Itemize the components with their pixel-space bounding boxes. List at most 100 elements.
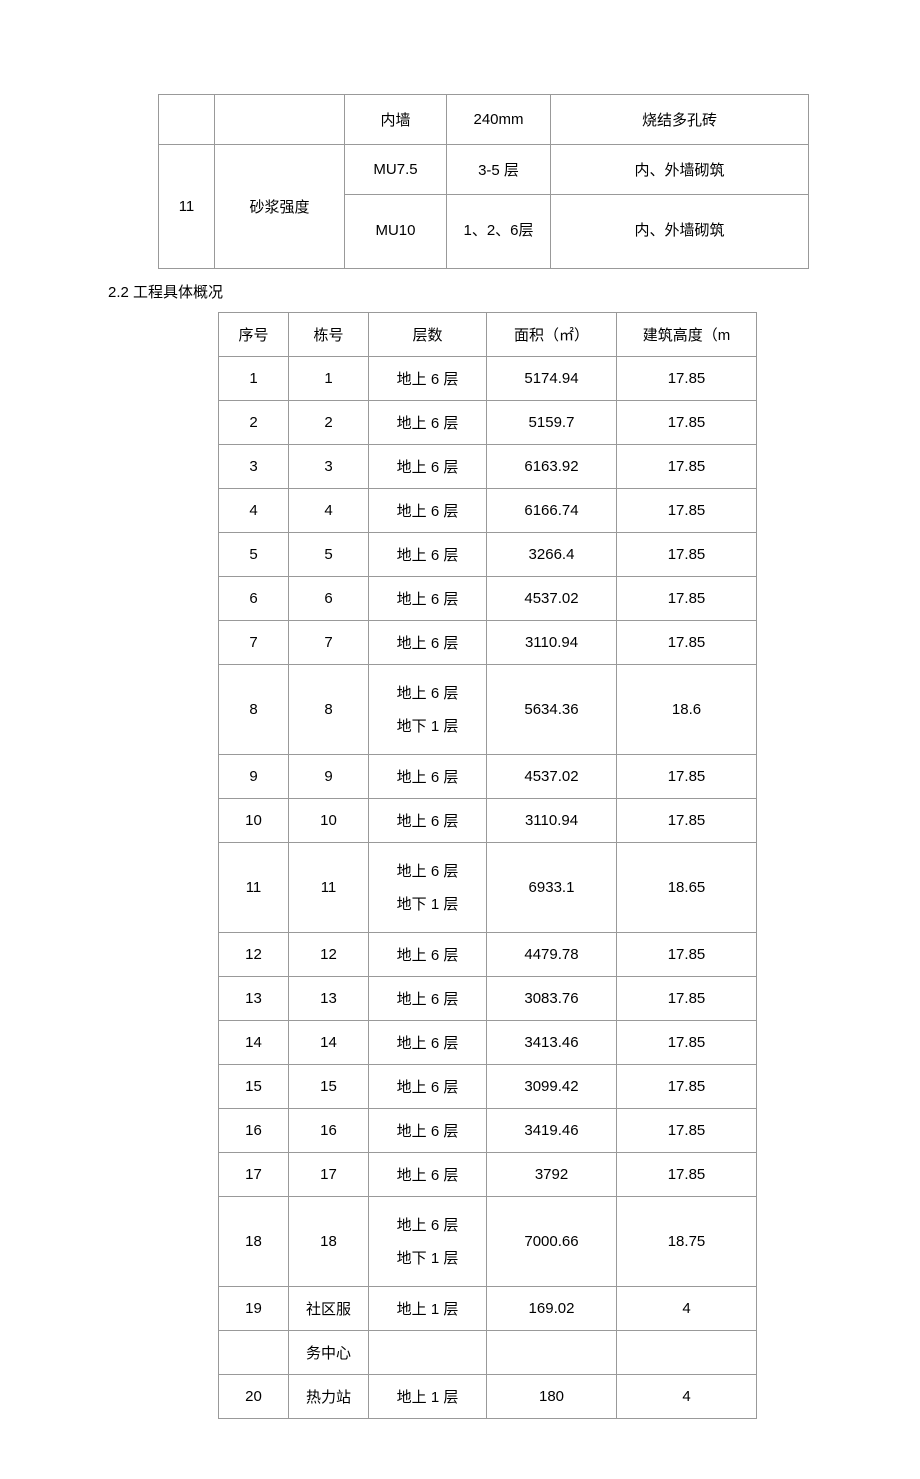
cell-floors: 地上 6 层 <box>369 1109 487 1153</box>
table-row: 1010地上 6 层3110.9417.85 <box>219 799 757 843</box>
cell-floors: 地上 6 层 <box>369 577 487 621</box>
table-row: 11地上 6 层5174.9417.85 <box>219 357 757 401</box>
cell-seq: 11 <box>159 145 215 269</box>
cell-floors: 3-5 层 <box>447 145 551 195</box>
cell-seq: 20 <box>219 1375 289 1419</box>
cell-floors: 地上 1 层 <box>369 1287 487 1331</box>
cell-floors: 地上 6 层 <box>369 1153 487 1197</box>
cell-bldg: 12 <box>289 933 369 977</box>
cell-grade: MU7.5 <box>345 145 447 195</box>
cell-bldg: 2 <box>289 401 369 445</box>
cell-area: 3083.76 <box>487 977 617 1021</box>
cell-floors: 地上 6 层 <box>369 977 487 1021</box>
table-row: 1111地上 6 层地下 1 层6933.118.65 <box>219 843 757 933</box>
cell-seq: 12 <box>219 933 289 977</box>
cell-seq: 7 <box>219 621 289 665</box>
cell-floors: 地上 6 层地下 1 层 <box>369 665 487 755</box>
cell-area: 5174.94 <box>487 357 617 401</box>
cell-floors: 地上 6 层 <box>369 799 487 843</box>
cell-bldg: 7 <box>289 621 369 665</box>
table-row: 1515地上 6 层3099.4217.85 <box>219 1065 757 1109</box>
cell-floors: 地上 6 层 <box>369 445 487 489</box>
cell-seq: 6 <box>219 577 289 621</box>
cell-height <box>617 1331 757 1375</box>
cell-seq: 10 <box>219 799 289 843</box>
col-header-bldg: 栋号 <box>289 313 369 357</box>
cell-seq: 2 <box>219 401 289 445</box>
cell-blank <box>215 95 345 145</box>
cell-height: 17.85 <box>617 1065 757 1109</box>
cell-floors: 地上 6 层 <box>369 621 487 665</box>
table-row: 1616地上 6 层3419.4617.85 <box>219 1109 757 1153</box>
cell-height: 17.85 <box>617 1109 757 1153</box>
cell-height: 17.85 <box>617 577 757 621</box>
cell-seq: 17 <box>219 1153 289 1197</box>
cell-height: 17.85 <box>617 755 757 799</box>
cell-seq: 14 <box>219 1021 289 1065</box>
cell-bldg: 13 <box>289 977 369 1021</box>
cell-height: 17.85 <box>617 1153 757 1197</box>
cell-height: 17.85 <box>617 621 757 665</box>
cell-grade: MU10 <box>345 195 447 269</box>
section-heading: 2.2 工程具体概况 <box>108 281 820 302</box>
cell-floors: 地上 6 层 <box>369 489 487 533</box>
cell-area: 4479.78 <box>487 933 617 977</box>
cell-floors: 地上 6 层 <box>369 755 487 799</box>
cell-height: 18.6 <box>617 665 757 755</box>
table-row: 99地上 6 层4537.0217.85 <box>219 755 757 799</box>
cell-bldg: 10 <box>289 799 369 843</box>
cell-area: 180 <box>487 1375 617 1419</box>
cell-bldg: 5 <box>289 533 369 577</box>
table-row: 1414地上 6 层3413.4617.85 <box>219 1021 757 1065</box>
cell-bldg: 3 <box>289 445 369 489</box>
cell-area: 6166.74 <box>487 489 617 533</box>
cell-height: 17.85 <box>617 401 757 445</box>
cell-height: 17.85 <box>617 489 757 533</box>
cell-seq: 8 <box>219 665 289 755</box>
cell-area: 5159.7 <box>487 401 617 445</box>
cell-seq: 18 <box>219 1197 289 1287</box>
cell-area: 7000.66 <box>487 1197 617 1287</box>
cell-floors: 地上 6 层 <box>369 401 487 445</box>
table-row: 22地上 6 层5159.717.85 <box>219 401 757 445</box>
cell-seq: 15 <box>219 1065 289 1109</box>
table-row: 55地上 6 层3266.417.85 <box>219 533 757 577</box>
cell-height: 17.85 <box>617 445 757 489</box>
cell-bldg: 16 <box>289 1109 369 1153</box>
cell-seq: 3 <box>219 445 289 489</box>
table-row: 19社区服地上 1 层169.024 <box>219 1287 757 1331</box>
cell-seq <box>219 1331 289 1375</box>
cell-area: 3110.94 <box>487 799 617 843</box>
cell-height: 18.65 <box>617 843 757 933</box>
cell-height: 17.85 <box>617 1021 757 1065</box>
cell-seq: 19 <box>219 1287 289 1331</box>
cell-floors: 地上 6 层 <box>369 357 487 401</box>
cell-bldg: 社区服 <box>289 1287 369 1331</box>
table-row: 66地上 6 层4537.0217.85 <box>219 577 757 621</box>
cell-blank <box>159 95 215 145</box>
cell-floors: 地上 6 层 <box>369 1065 487 1109</box>
table-row: 33地上 6 层6163.9217.85 <box>219 445 757 489</box>
building-summary-table: 序号 栋号 层数 面积（㎡） 建筑高度（m 11地上 6 层5174.9417.… <box>218 312 757 1419</box>
cell-height: 17.85 <box>617 799 757 843</box>
cell-area: 3792 <box>487 1153 617 1197</box>
cell-area: 3413.46 <box>487 1021 617 1065</box>
cell-height: 17.85 <box>617 533 757 577</box>
table-row: 1818地上 6 层地下 1 层7000.6618.75 <box>219 1197 757 1287</box>
cell-area: 6163.92 <box>487 445 617 489</box>
cell-bldg: 18 <box>289 1197 369 1287</box>
cell-wall-type: 内墙 <box>345 95 447 145</box>
cell-bldg: 1 <box>289 357 369 401</box>
cell-area: 3419.46 <box>487 1109 617 1153</box>
cell-height: 17.85 <box>617 933 757 977</box>
cell-floors: 地上 6 层 <box>369 1021 487 1065</box>
cell-area: 6933.1 <box>487 843 617 933</box>
cell-height: 18.75 <box>617 1197 757 1287</box>
col-header-floors: 层数 <box>369 313 487 357</box>
cell-area: 4537.02 <box>487 755 617 799</box>
cell-height: 4 <box>617 1287 757 1331</box>
col-header-area: 面积（㎡） <box>487 313 617 357</box>
table-row: 务中心 <box>219 1331 757 1375</box>
cell-area: 3110.94 <box>487 621 617 665</box>
cell-bldg: 11 <box>289 843 369 933</box>
